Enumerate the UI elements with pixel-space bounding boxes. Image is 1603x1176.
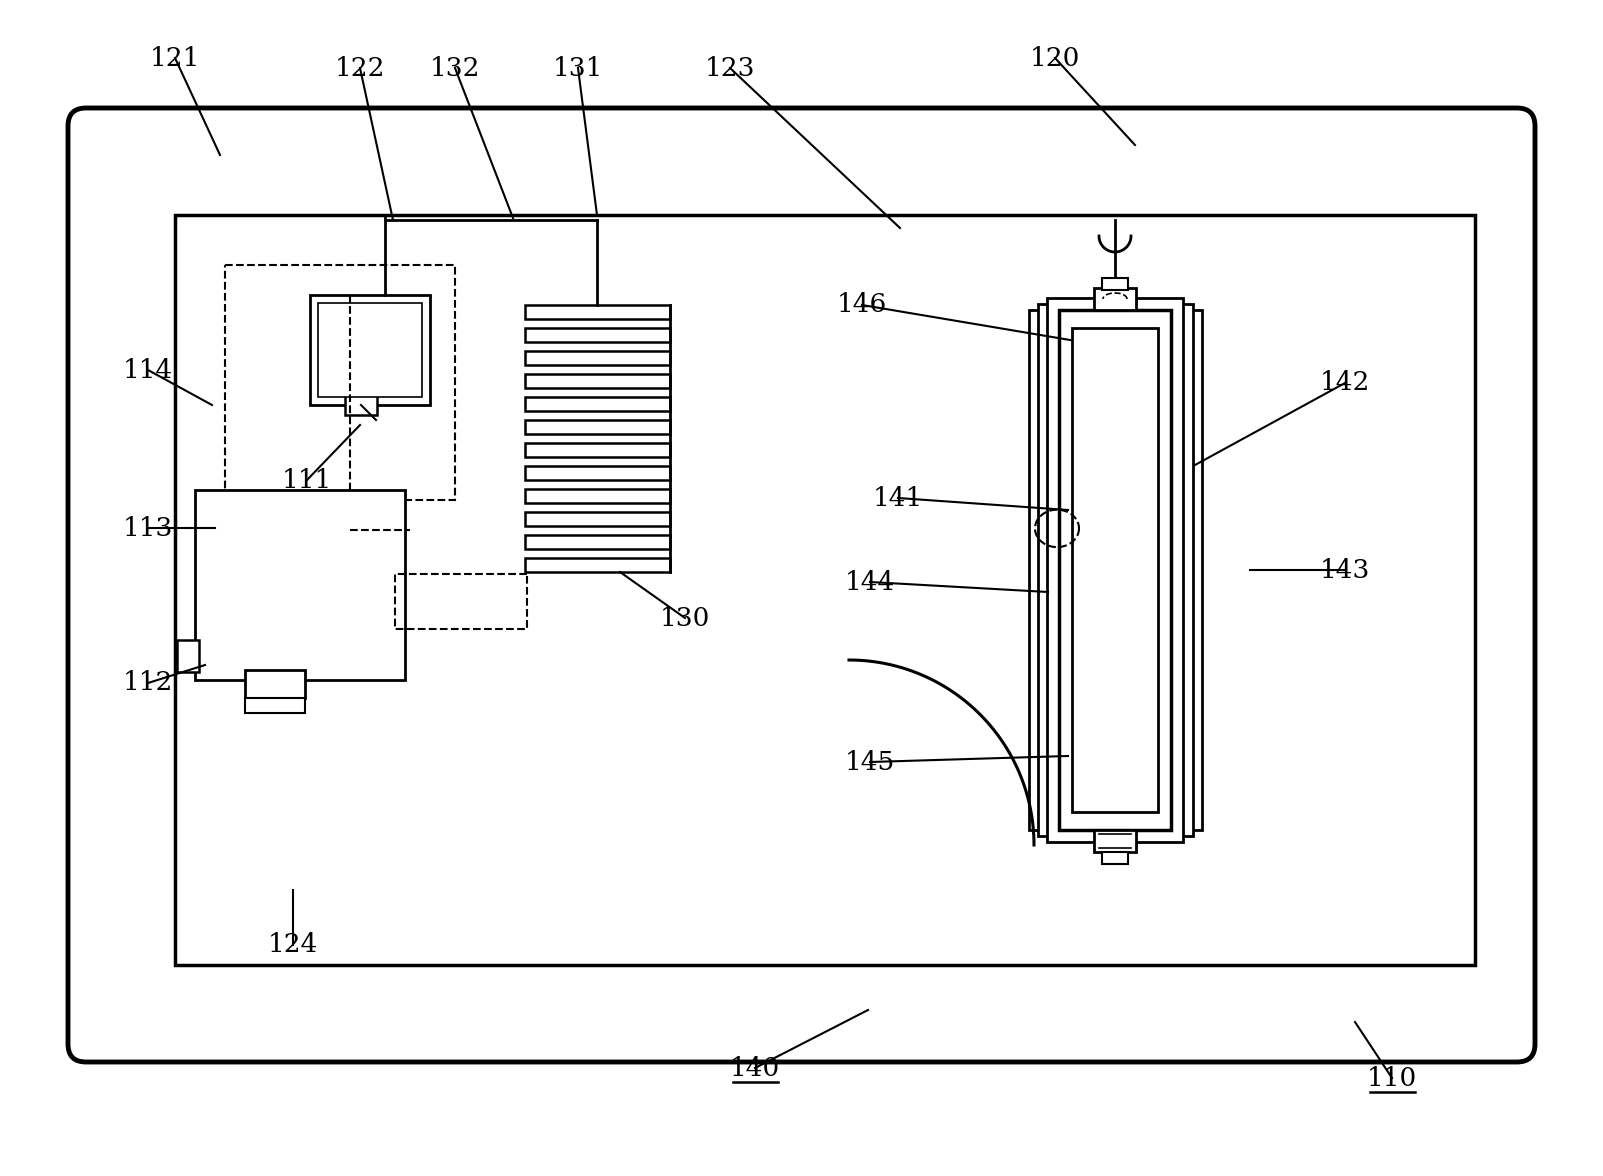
Text: 123: 123 <box>705 55 755 80</box>
Text: 111: 111 <box>282 468 332 493</box>
Bar <box>175 215 1475 965</box>
Text: 144: 144 <box>845 569 894 595</box>
Text: 124: 124 <box>268 933 317 957</box>
Bar <box>1101 278 1129 290</box>
Bar <box>1047 298 1183 842</box>
Bar <box>526 489 670 503</box>
Bar <box>526 305 670 319</box>
Bar <box>526 350 670 365</box>
Text: 110: 110 <box>1367 1065 1417 1090</box>
Bar <box>176 640 199 671</box>
Bar <box>1093 830 1137 851</box>
Text: 131: 131 <box>553 55 603 80</box>
Bar <box>196 490 406 680</box>
Text: 114: 114 <box>123 358 173 382</box>
FancyBboxPatch shape <box>133 173 1470 997</box>
Text: 146: 146 <box>837 293 886 318</box>
Text: 112: 112 <box>123 670 173 695</box>
Text: 120: 120 <box>1029 46 1080 71</box>
Text: 132: 132 <box>430 55 481 80</box>
Bar <box>1060 310 1172 830</box>
Bar <box>526 328 670 342</box>
FancyBboxPatch shape <box>146 186 1457 984</box>
Text: 145: 145 <box>845 749 894 775</box>
Text: 113: 113 <box>123 515 173 541</box>
FancyBboxPatch shape <box>120 160 1483 1010</box>
Text: 121: 121 <box>149 46 200 71</box>
Bar <box>1093 288 1137 310</box>
FancyBboxPatch shape <box>67 108 1536 1062</box>
Text: 141: 141 <box>874 486 923 510</box>
Text: 122: 122 <box>335 55 385 80</box>
Text: 130: 130 <box>660 606 710 630</box>
Bar <box>526 374 670 388</box>
FancyBboxPatch shape <box>107 147 1496 1023</box>
Bar <box>1072 328 1157 811</box>
Text: 140: 140 <box>729 1056 781 1081</box>
Text: 143: 143 <box>1319 557 1371 582</box>
Bar <box>526 397 670 410</box>
Text: 142: 142 <box>1319 370 1371 395</box>
Bar <box>526 535 670 549</box>
FancyBboxPatch shape <box>82 121 1521 1049</box>
Bar <box>1039 305 1193 836</box>
FancyBboxPatch shape <box>95 134 1508 1036</box>
Bar <box>526 512 670 526</box>
Bar <box>526 443 670 457</box>
Bar <box>1029 310 1202 830</box>
Bar <box>526 557 670 572</box>
Bar <box>394 574 527 629</box>
Bar <box>1101 851 1129 864</box>
Bar <box>245 670 305 699</box>
Bar <box>345 395 377 415</box>
Bar <box>245 699 305 713</box>
Bar <box>224 265 455 500</box>
Bar <box>526 466 670 480</box>
Bar <box>526 420 670 434</box>
Bar <box>309 295 430 405</box>
Bar <box>317 303 422 397</box>
